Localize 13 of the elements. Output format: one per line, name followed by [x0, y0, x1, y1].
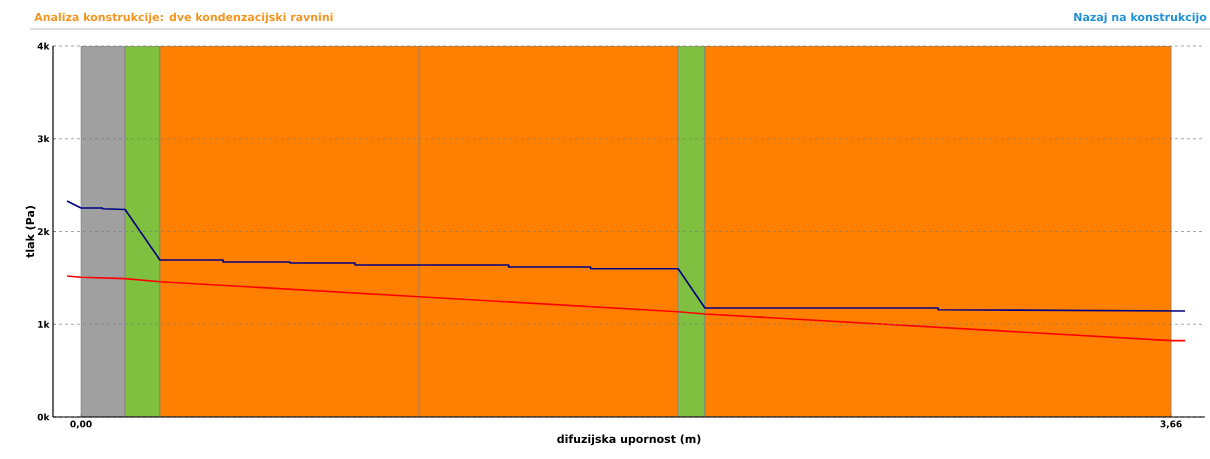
chart-title: Analiza konstrukcije: dve kondenzacijski ravnini: [34, 12, 333, 24]
y-axis-title: tlak (Pa): [25, 206, 36, 258]
line-series: [66, 200, 1186, 312]
y-tick-label: 3k: [37, 135, 50, 143]
text: Nazaj na konstrukcijo: [1074, 12, 1207, 24]
x-tick-label: 0,00: [70, 420, 92, 429]
x-tick-label: 3,66: [1160, 420, 1182, 429]
line-series: [66, 275, 1186, 342]
y-tick-label: 2k: [37, 228, 50, 235]
y-tick-label: 1k: [38, 320, 50, 328]
y-tick-label: 0k: [37, 413, 50, 421]
y-tick-label: 4k: [37, 42, 50, 50]
x-axis-title: difuzijska upornost (m): [557, 434, 701, 446]
